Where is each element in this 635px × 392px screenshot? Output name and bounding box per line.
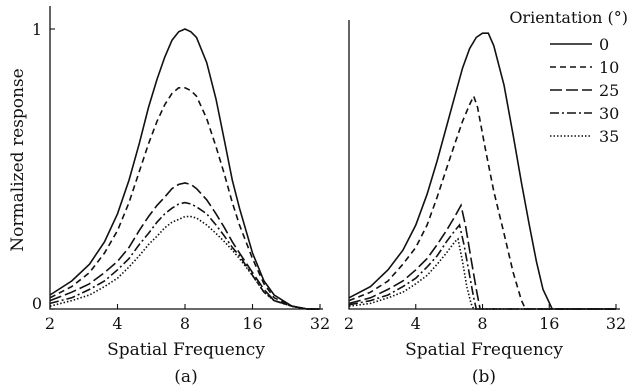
series-line-25 [49, 182, 320, 310]
panel-a: Normalized response Spatial Frequency (a… [8, 6, 330, 387]
x-tick-label: 8 [180, 314, 190, 333]
x-tick-label: 32 [310, 314, 330, 333]
legend-label-10: 10 [599, 58, 619, 77]
x-tick-label: 8 [477, 314, 487, 333]
series-line-10 [348, 94, 616, 310]
series-line-30 [348, 223, 616, 310]
x-axis-label: Spatial Frequency [107, 340, 265, 360]
series-line-25 [348, 203, 616, 310]
panel-b-axes [348, 20, 620, 310]
series-line-10 [49, 87, 320, 310]
panel-a-axes [49, 6, 323, 310]
legend-title: Orientation (°) [509, 8, 628, 27]
x-tick-label: 16 [539, 314, 559, 333]
legend-label-30: 30 [599, 104, 619, 123]
x-tick-label: 4 [112, 314, 122, 333]
legend-label-35: 35 [599, 127, 619, 146]
series-line-0 [348, 32, 616, 310]
x-axis-label: Spatial Frequency [405, 340, 563, 360]
series-line-35 [49, 215, 320, 310]
series-line-35 [348, 237, 616, 310]
series-line-30 [49, 201, 320, 310]
panel-b-label: (b) [472, 367, 496, 387]
y-axis-label: Normalized response [8, 68, 28, 251]
legend: Orientation (°) 0 10 25 30 35 [509, 8, 628, 146]
legend-label-0: 0 [599, 35, 609, 54]
y-tick-label: 1 [32, 20, 42, 39]
legend-label-25: 25 [599, 81, 619, 100]
x-tick-label: 2 [45, 314, 55, 333]
x-tick-label: 4 [411, 314, 421, 333]
x-tick-label: 16 [242, 314, 262, 333]
y-tick-label: 0 [32, 294, 42, 313]
panel-b: Spatial Frequency (b) 2 4 8 16 32 [344, 20, 626, 387]
panel-a-label: (a) [174, 367, 197, 387]
series-line-0 [49, 28, 320, 310]
x-tick-label: 32 [606, 314, 626, 333]
x-tick-label: 2 [344, 314, 354, 333]
